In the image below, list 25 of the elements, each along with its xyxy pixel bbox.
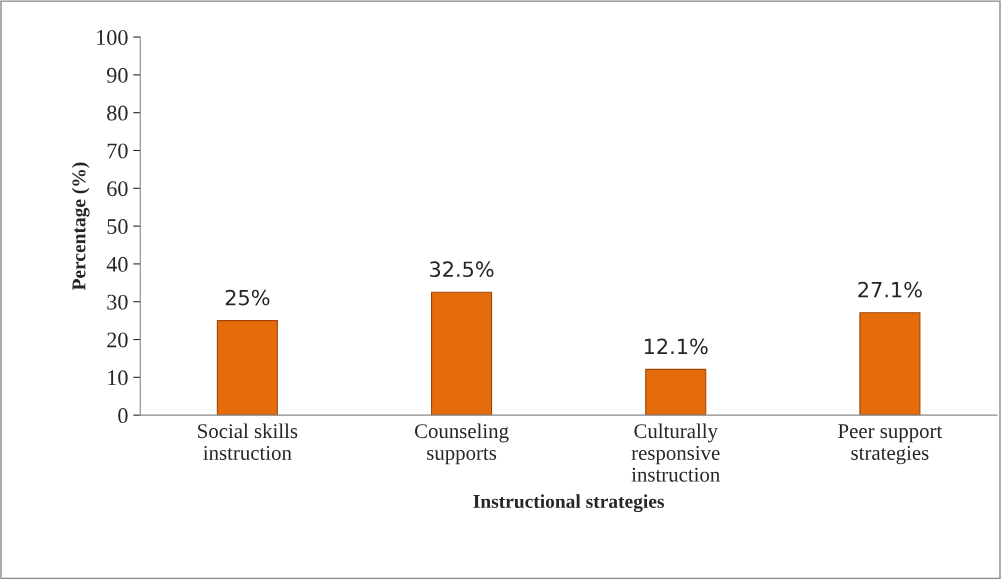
x-tick-label: Peer support strategies bbox=[838, 424, 943, 465]
y-tick-label: 0 bbox=[118, 408, 128, 424]
data-label: 27.1% bbox=[858, 281, 922, 298]
y-axis-title: Percentage (%) bbox=[71, 162, 90, 291]
bar bbox=[431, 291, 493, 416]
x-tick-label: Counseling supports bbox=[414, 423, 509, 465]
x-axis-title: Instructional strategies bbox=[473, 494, 665, 513]
bar bbox=[216, 320, 278, 416]
x-tick-label: Culturally responsive instruction bbox=[631, 423, 720, 482]
y-tick-label: 80 bbox=[107, 105, 128, 121]
y-tick-label: 10 bbox=[108, 370, 128, 386]
y-tick-label: 50 bbox=[107, 219, 128, 235]
bar bbox=[645, 368, 707, 416]
y-tick-label: 20 bbox=[107, 332, 128, 348]
y-tick-label: 70 bbox=[107, 143, 128, 159]
y-tick-label: 40 bbox=[106, 256, 128, 272]
data-label: 12.1% bbox=[644, 338, 708, 355]
bar bbox=[859, 312, 921, 416]
x-tick-label: Social skills instruction bbox=[198, 423, 298, 460]
y-tick-label: 90 bbox=[106, 67, 128, 83]
y-tick-label: 60 bbox=[107, 181, 128, 197]
data-label: 25% bbox=[225, 289, 270, 306]
y-tick-label: 100 bbox=[97, 29, 128, 45]
data-label: 32.5% bbox=[430, 261, 494, 278]
y-tick-label: 30 bbox=[107, 294, 128, 310]
